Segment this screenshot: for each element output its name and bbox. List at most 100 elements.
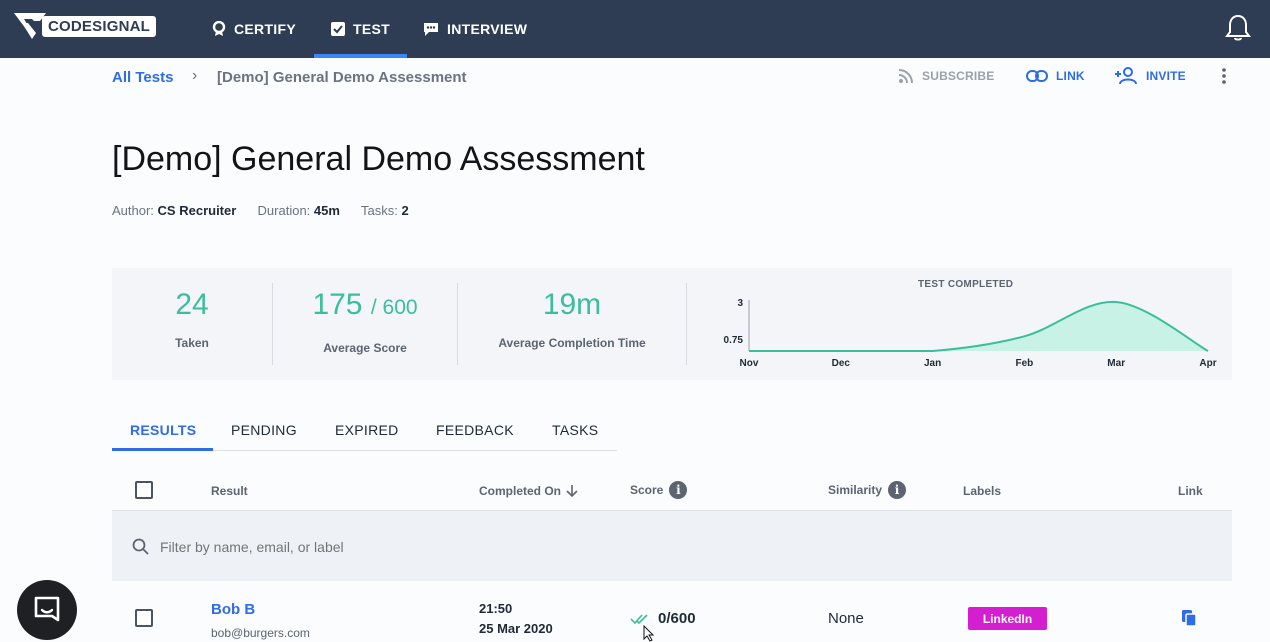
duration-value: 45m [313,203,340,218]
chart-area [749,301,1208,351]
author-label: Author: [112,203,154,218]
link-button[interactable]: LINK [1026,66,1085,86]
stat-time-value: 19m [542,288,602,321]
chat-icon [34,596,60,622]
stat-taken: 24 Taken [112,268,272,380]
label-badge[interactable]: LinkedIn [968,607,1047,630]
row-score: 0/600 [630,610,696,627]
bell-icon[interactable] [1225,14,1251,42]
stat-score-label: Average Score [323,341,407,355]
tasks-label: Tasks: [360,203,398,218]
page-title: [Demo] General Demo Assessment [112,140,645,178]
duration-label: Duration: [257,203,311,218]
author-value: CS Recruiter [157,203,237,218]
copy-link-icon[interactable] [1181,609,1197,627]
chart-series-line [749,300,1209,352]
support-chat-button[interactable] [17,580,77,640]
filter-input[interactable] [160,539,960,555]
invite-button[interactable]: INVITE [1114,66,1186,86]
nav-test[interactable]: TEST [314,0,407,58]
chart-x-tick-label: Mar [1107,358,1125,369]
tab-pending[interactable]: PENDING [231,422,297,438]
link-label: LINK [1056,69,1085,83]
breadcrumb-current: [Demo] General Demo Assessment [217,69,467,86]
tab-feedback[interactable]: FEEDBACK [436,422,514,438]
table-header-divider [112,510,1232,511]
chart-x-tick-label: Dec [832,358,851,369]
stats-divider [457,283,458,365]
double-check-icon [630,613,648,624]
stat-score-value: 175 / 600 [273,288,457,322]
score-value: 0/600 [658,610,696,627]
candidate-name-link[interactable]: Bob B [211,601,256,618]
subscribe-button[interactable]: SUBSCRIBE [898,66,994,86]
stat-taken-label: Taken [175,336,209,350]
nav-certify[interactable]: CERTIFY [212,0,296,58]
checkbox-icon [331,22,345,36]
chart-x-tick-label: Nov [740,358,759,369]
stats-divider [272,283,273,365]
completed-date: 25 Mar 2020 [479,621,553,636]
add-person-icon [1115,67,1137,85]
row-checkbox[interactable] [135,609,153,627]
search-icon [132,538,149,555]
column-link: Link [1178,484,1203,498]
nav-active-indicator [314,54,407,58]
stats-divider [686,283,687,365]
nav-certify-label: CERTIFY [234,21,296,37]
stat-average-score: 175 / 600 Average Score [273,268,457,380]
column-link-label: Link [1178,484,1203,498]
column-similarity-label: Similarity [828,483,883,497]
chat-bubble-icon [424,22,438,36]
column-score: Score i [630,481,688,499]
similarity-value: None [828,610,864,627]
candidate-email: bob@burgers.com [211,626,310,640]
column-completed-label: Completed On [479,484,562,498]
breadcrumb-chevron-icon: › [192,67,198,84]
stat-average-time: 19m Average Completion Time [458,268,686,380]
breadcrumb-all-tests[interactable]: All Tests [112,69,174,86]
column-score-label: Score [630,483,664,497]
stat-time-label: Average Completion Time [498,336,646,350]
test-meta: Author: CS Recruiter Duration: 45m Tasks… [112,203,409,218]
info-icon[interactable]: i [888,481,907,499]
select-all-checkbox[interactable] [135,481,153,499]
stat-score-max: / 600 [370,296,418,319]
filter-bar [112,511,1232,581]
badge-icon [212,21,226,36]
column-result: Result [211,484,248,498]
nav-interview-label: INTERVIEW [447,21,528,37]
nav-test-label: TEST [353,21,390,37]
column-completed-on[interactable]: Completed On [479,484,579,498]
rss-icon [898,69,913,84]
chart-y-tick-label: 0.75 [724,335,744,346]
tab-expired[interactable]: EXPIRED [335,422,399,438]
stat-score-number: 175 [312,288,363,321]
codesignal-logo-icon [14,13,46,39]
logo-text: CODESIGNAL [42,15,157,37]
nav-interview[interactable]: INTERVIEW [423,0,527,58]
tab-active-indicator [112,448,213,451]
column-result-label: Result [211,484,248,498]
chart-x-tick-label: Feb [1016,358,1034,369]
info-icon[interactable]: i [669,481,688,499]
completed-time: 21:50 [479,601,513,616]
column-similarity: Similarity i [828,481,907,499]
top-navbar: CODESIGNAL CERTIFY TEST INTERVIEW [0,0,1270,58]
invite-label: INVITE [1146,69,1186,83]
column-labels-label: Labels [963,484,1002,498]
results-tabs: RESULTS PENDING EXPIRED FEEDBACK TASKS [112,412,617,451]
column-labels: Labels [963,484,1001,498]
stat-taken-value: 24 [175,288,209,321]
more-options-icon[interactable] [1216,67,1232,85]
test-completed-chart: 3 0.75 Nov Dec Jan Feb Mar Apr [724,298,1217,369]
chart-x-tick-label: Jan [924,358,941,369]
tab-results[interactable]: RESULTS [130,422,197,438]
link-icon [1026,70,1048,82]
chart-y-tick-label: 3 [737,298,743,309]
tab-tasks[interactable]: TASKS [552,422,599,438]
codesignal-logo[interactable]: CODESIGNAL [12,9,157,43]
chart-title: TEST COMPLETED [918,279,1014,290]
mouse-cursor-icon [643,625,655,642]
stats-panel: 24 Taken 175 / 600 Average Score 19m Ave… [112,268,1232,380]
